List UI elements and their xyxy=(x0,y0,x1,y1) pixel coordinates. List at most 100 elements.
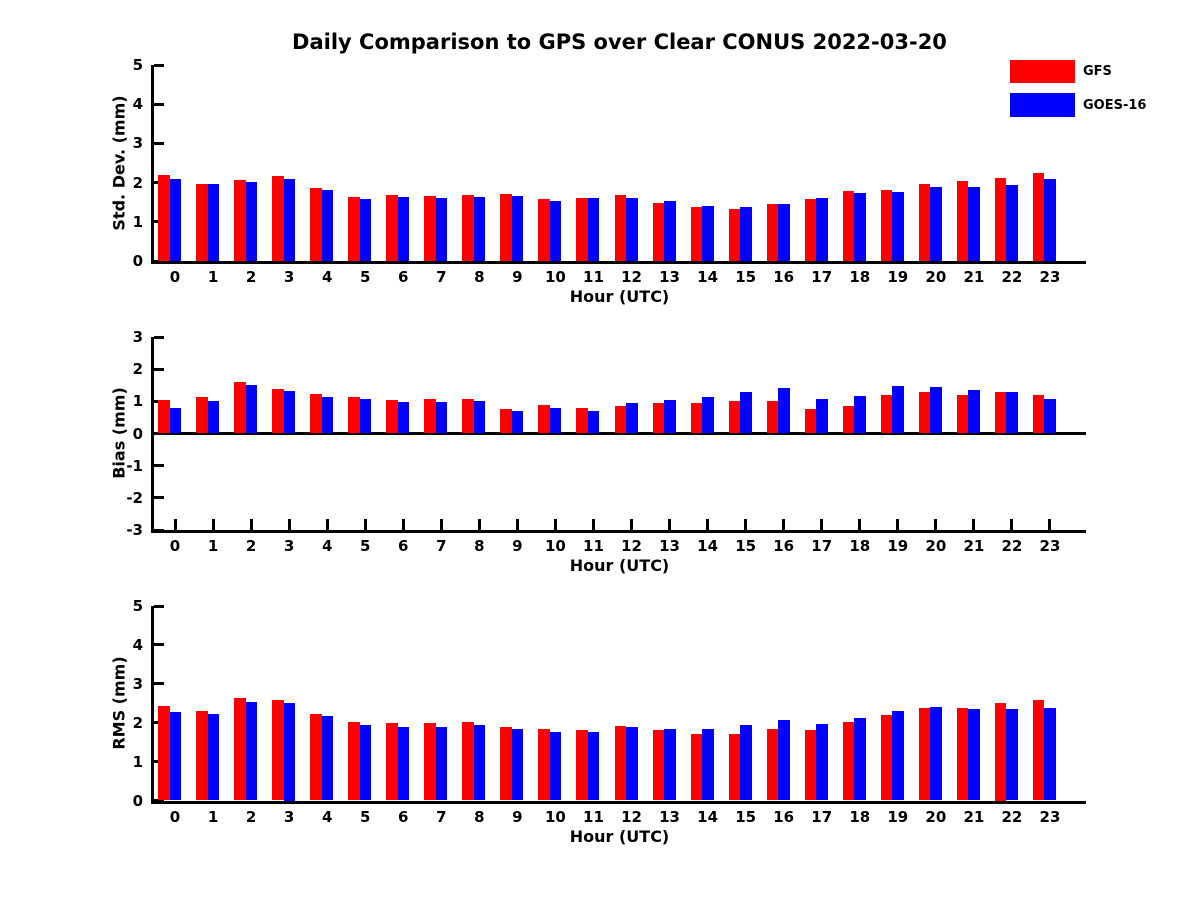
x-tick-label: 12 xyxy=(621,807,642,826)
bar-gfs-h17 xyxy=(804,409,817,434)
bar-gfs-h12 xyxy=(614,725,627,801)
y-tick xyxy=(154,528,164,532)
bar-gfs-h21 xyxy=(956,394,969,434)
y-axis-spine xyxy=(151,606,154,804)
bar-gfs-h3 xyxy=(272,389,284,434)
bar-gfs-h5 xyxy=(348,197,360,261)
bar-goes16-h23 xyxy=(1044,179,1056,261)
x-tick-label: 4 xyxy=(321,268,333,286)
bar-gfs-h16 xyxy=(766,203,779,261)
bar-goes16-h5 xyxy=(359,399,372,434)
bar-gfs-h6 xyxy=(386,400,398,434)
bar-goes16-h8 xyxy=(473,196,486,261)
bar-goes16-h8 xyxy=(473,724,486,801)
x-tick-label: 0 xyxy=(169,268,181,286)
x-tick xyxy=(173,519,177,530)
y-tick-label: -1 xyxy=(126,456,143,475)
bar-goes16-h14 xyxy=(702,728,714,801)
bar-goes16-h10 xyxy=(549,407,562,434)
x-tick-label: 21 xyxy=(963,807,985,826)
y-tick-label: 3 xyxy=(132,328,143,346)
bar-gfs-h0 xyxy=(158,400,170,434)
bar-goes16-h17 xyxy=(816,197,828,261)
bar-goes16-h1 xyxy=(207,714,220,801)
bar-gfs-h6 xyxy=(386,195,398,261)
x-tick-label: 22 xyxy=(1001,537,1023,555)
x-tick-label: 3 xyxy=(283,807,295,826)
x-tick-label: 6 xyxy=(398,537,409,555)
legend-swatch-goes-16 xyxy=(1010,93,1075,117)
x-tick-label: 18 xyxy=(849,537,871,555)
bar-goes16-h7 xyxy=(435,726,448,801)
y-tick-label: 5 xyxy=(132,56,143,74)
x-tick-label: 15 xyxy=(735,268,757,286)
bar-goes16-h9 xyxy=(511,410,524,434)
x-tick-label: 11 xyxy=(583,268,604,286)
bar-gfs-h14 xyxy=(690,402,703,434)
bar-gfs-h1 xyxy=(196,184,208,261)
bar-gfs-h2 xyxy=(234,180,246,261)
bar-gfs-h20 xyxy=(918,707,931,801)
bar-goes16-h23 xyxy=(1044,707,1056,801)
y-tick xyxy=(154,604,164,608)
x-tick-label: 23 xyxy=(1039,807,1061,826)
x-tick-label: 13 xyxy=(659,537,680,555)
x-tick-label: 19 xyxy=(887,537,909,555)
bar-gfs-h4 xyxy=(310,394,322,434)
bar-goes16-h0 xyxy=(169,179,181,261)
bar-gfs-h17 xyxy=(804,199,817,261)
bar-gfs-h9 xyxy=(500,726,512,801)
bar-goes16-h19 xyxy=(892,192,904,261)
bar-gfs-h2 xyxy=(234,381,246,434)
x-tick-label: 14 xyxy=(697,807,719,826)
y-tick xyxy=(154,335,164,339)
x-tick-label: 15 xyxy=(735,537,757,555)
x-tick-label: 9 xyxy=(512,807,523,826)
y-axis-label-rms: RMS (mm) xyxy=(109,656,129,750)
bar-gfs-h23 xyxy=(1032,394,1045,434)
y-tick-label: 0 xyxy=(132,791,143,810)
y-tick-label: 0 xyxy=(132,424,143,443)
bar-goes16-h16 xyxy=(778,387,790,434)
x-axis-spine xyxy=(151,800,1086,804)
x-tick-label: 22 xyxy=(1001,268,1023,286)
bar-goes16-h3 xyxy=(283,703,296,801)
x-tick xyxy=(706,519,710,530)
bar-goes16-h22 xyxy=(1006,709,1018,801)
y-tick xyxy=(154,682,164,686)
y-tick-label: 1 xyxy=(132,752,143,771)
x-tick xyxy=(249,519,253,530)
bar-gfs-h17 xyxy=(804,730,817,801)
bar-goes16-h9 xyxy=(511,195,524,261)
bar-goes16-h14 xyxy=(702,205,714,261)
bar-gfs-h14 xyxy=(690,207,703,261)
y-tick-label: 5 xyxy=(132,597,143,615)
bar-goes16-h0 xyxy=(169,712,181,801)
bar-goes16-h1 xyxy=(207,184,220,261)
bar-goes16-h10 xyxy=(549,201,562,261)
x-tick xyxy=(1010,519,1014,530)
bar-goes16-h21 xyxy=(968,390,980,434)
x-tick-label: 13 xyxy=(659,268,680,286)
x-tick-label: 21 xyxy=(963,268,985,286)
x-tick-label: 5 xyxy=(359,807,371,826)
bar-gfs-h23 xyxy=(1032,699,1045,801)
x-tick xyxy=(553,519,557,530)
x-tick xyxy=(287,519,291,530)
x-axis-label-hour-utc: Hour (UTC) xyxy=(569,827,670,846)
x-axis-spine xyxy=(151,261,1086,264)
bar-goes16-h11 xyxy=(587,198,600,261)
bar-goes16-h18 xyxy=(854,192,866,261)
y-tick-label: 0 xyxy=(132,252,143,270)
x-tick xyxy=(896,519,900,530)
bar-gfs-h9 xyxy=(500,194,512,261)
bar-gfs-h8 xyxy=(462,399,474,434)
bar-gfs-h20 xyxy=(918,391,931,434)
x-tick xyxy=(858,519,862,530)
bar-gfs-h11 xyxy=(576,408,588,434)
x-tick-label: 18 xyxy=(849,807,871,826)
bar-goes16-h6 xyxy=(397,401,410,434)
x-tick-label: 20 xyxy=(925,807,947,826)
x-tick-label: 0 xyxy=(169,807,181,826)
